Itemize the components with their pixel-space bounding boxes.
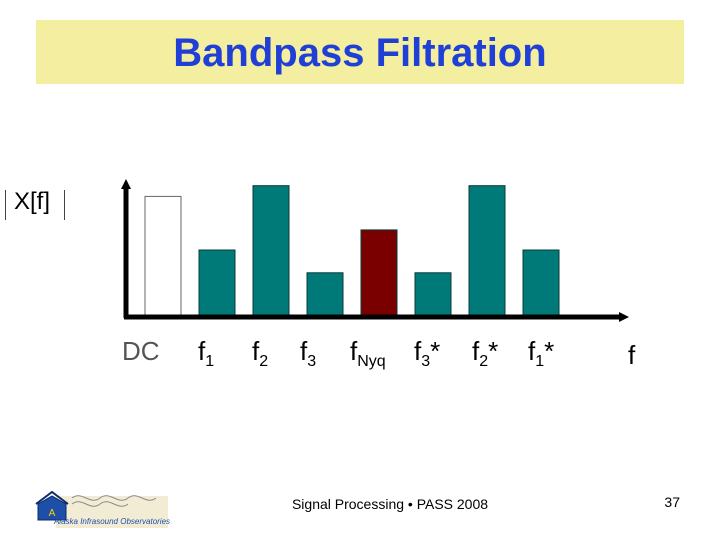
x-tick-6: f2*: [472, 336, 498, 371]
svg-text:Alaska Infrasound Observatorie: Alaska Infrasound Observatories: [53, 517, 170, 526]
y-axis-label: X[f]: [0, 186, 80, 226]
magnitude-bar-right: [64, 190, 65, 220]
x-tick-asterisk: *: [544, 336, 555, 366]
bar-3: [306, 272, 344, 318]
x-tick-base: f: [414, 336, 422, 366]
observatory-logo: A Alaska Infrasound Observatories: [35, 490, 170, 528]
bar-6: [468, 185, 506, 318]
x-tick-3: f3: [300, 336, 316, 371]
x-tick-base: f: [528, 336, 536, 366]
bar-4: [360, 229, 398, 318]
footer-text: Signal Processing • PASS 2008: [291, 496, 489, 512]
title-band: Bandpass Filtration: [36, 20, 684, 84]
bars-group: [144, 185, 560, 318]
x-tick-base: f: [472, 336, 480, 366]
magnitude-bar-left: [5, 190, 6, 220]
x-tick-5: f3*: [414, 336, 440, 371]
bar-0: [144, 195, 182, 318]
bar-5: [414, 272, 452, 318]
page-title: Bandpass Filtration: [173, 31, 547, 75]
x-tick-base: f: [350, 336, 358, 366]
x-tick-subscript: 3: [307, 353, 317, 370]
x-tick-4: fNyq: [350, 336, 386, 371]
x-tick-base: f: [198, 336, 206, 366]
x-tick-subscript: 1: [535, 353, 545, 370]
x-tick-base: f: [300, 336, 308, 366]
x-tick-0: DC: [122, 336, 160, 367]
x-tick-1: f1: [198, 336, 214, 371]
x-tick-subscript: Nyq: [357, 353, 386, 370]
x-tick-2: f2: [252, 336, 268, 371]
bar-1: [198, 249, 236, 318]
x-tick-asterisk: *: [488, 336, 499, 366]
x-axis-label: f: [628, 340, 636, 370]
y-axis-label-text: X[f]: [14, 188, 51, 215]
x-tick-subscript: 2: [259, 353, 269, 370]
bar-7: [522, 249, 560, 318]
x-tick-subscript: 3: [421, 353, 431, 370]
x-tick-subscript: 1: [205, 353, 215, 370]
x-tick-asterisk: *: [430, 336, 441, 366]
x-tick-base: f: [252, 336, 260, 366]
svg-text:A: A: [49, 508, 56, 519]
bar-2: [252, 185, 290, 318]
x-tick-base: DC: [122, 336, 160, 366]
x-tick-subscript: 2: [479, 353, 489, 370]
x-tick-7: f1*: [528, 336, 554, 371]
page-number: 37: [664, 494, 680, 510]
